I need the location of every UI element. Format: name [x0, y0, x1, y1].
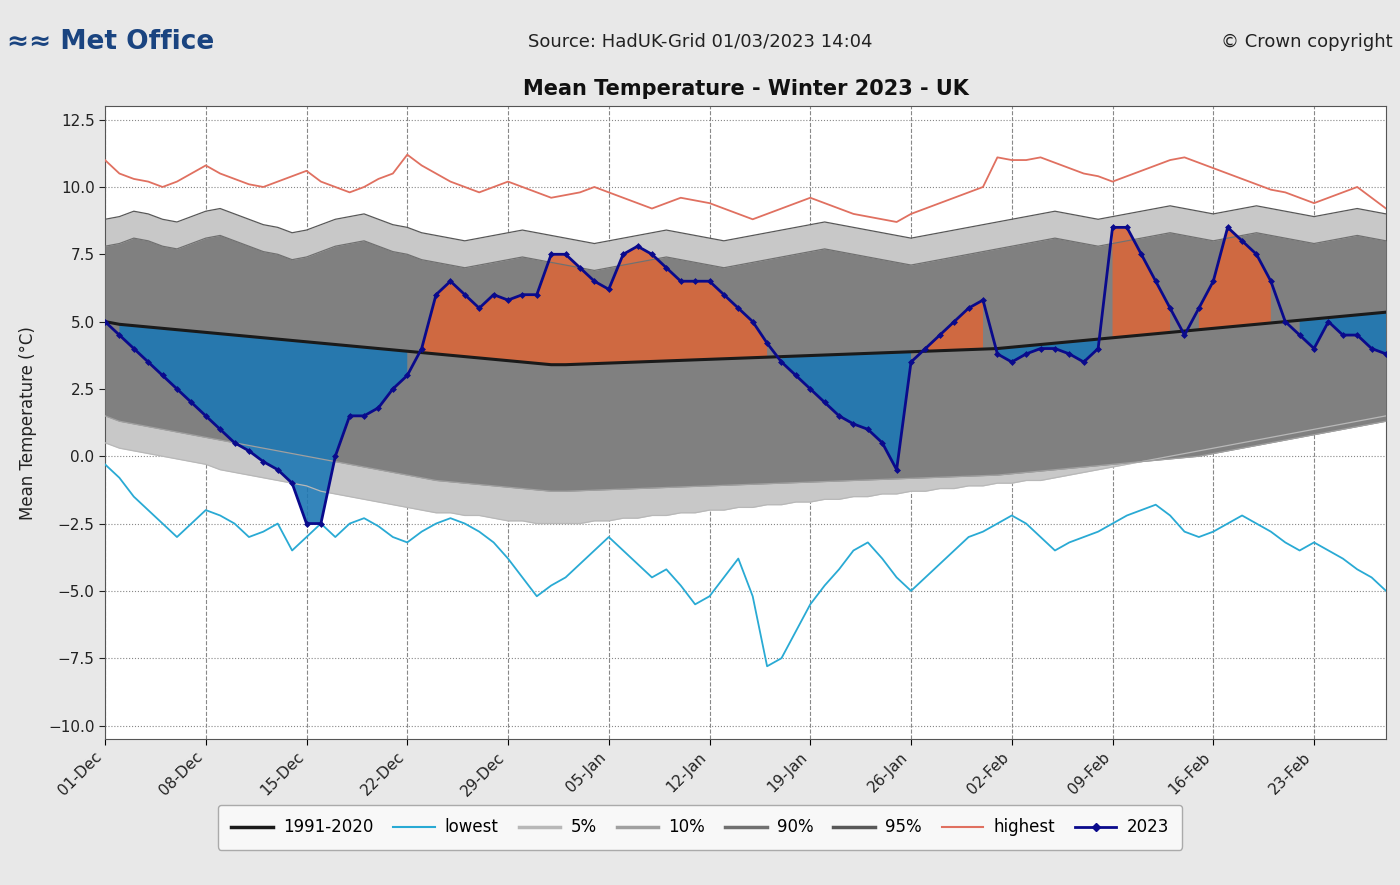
Y-axis label: Mean Temperature (°C): Mean Temperature (°C) — [20, 326, 36, 519]
Text: ≈≈ Met Office: ≈≈ Met Office — [7, 29, 214, 55]
Text: Source: HadUK-Grid 01/03/2023 14:04: Source: HadUK-Grid 01/03/2023 14:04 — [528, 33, 872, 50]
Text: © Crown copyright: © Crown copyright — [1221, 33, 1393, 50]
Legend: 1991-2020, lowest, 5%, 10%, 90%, 95%, highest, 2023: 1991-2020, lowest, 5%, 10%, 90%, 95%, hi… — [218, 805, 1182, 850]
Title: Mean Temperature - Winter 2023 - UK: Mean Temperature - Winter 2023 - UK — [522, 79, 969, 99]
